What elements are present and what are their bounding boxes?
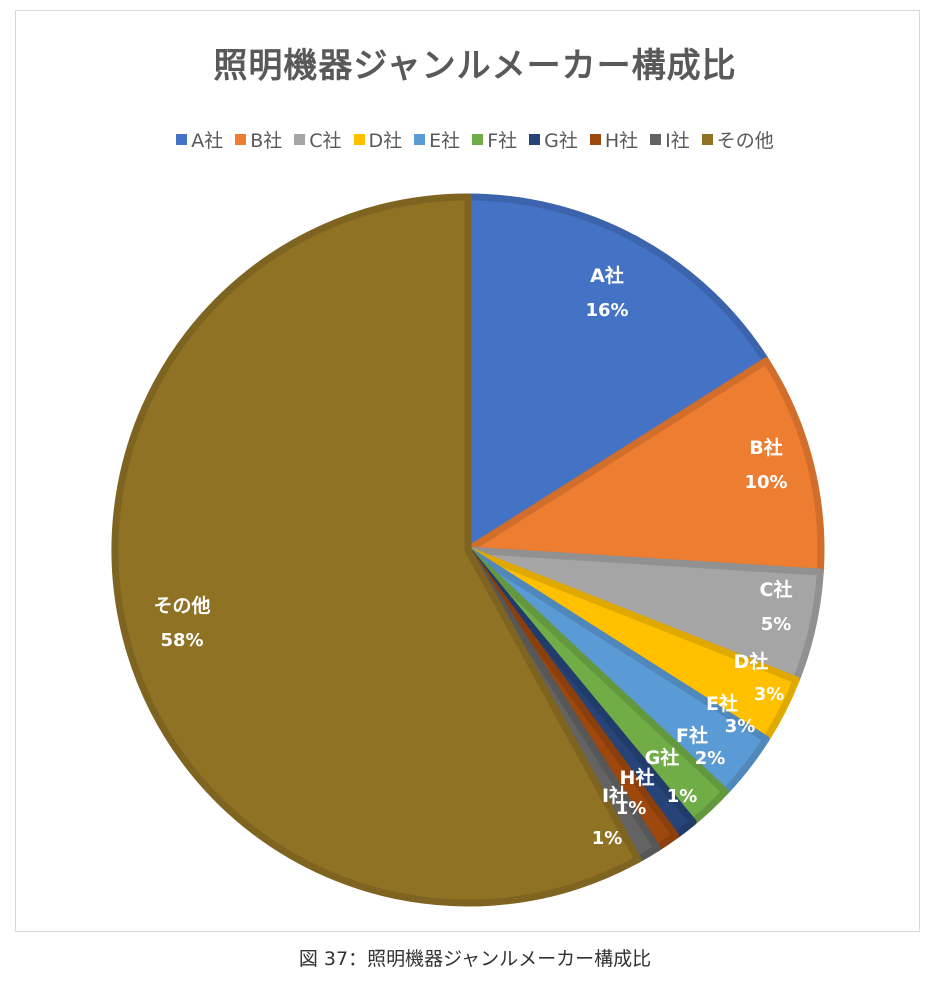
legend-swatch	[589, 134, 601, 145]
slice-percent-label: 2%	[695, 748, 726, 769]
legend-swatch	[529, 134, 541, 145]
chart-frame	[15, 10, 920, 932]
pie-slice	[464, 357, 825, 576]
slice-category-label: I社	[602, 784, 628, 807]
legend-label: H社	[604, 130, 639, 152]
legend-label: A社	[191, 130, 224, 152]
legend-label: I社	[665, 130, 690, 152]
legend: A社 B社 C社 D社 E社 F社 G社 H社 I社 その他	[0, 126, 950, 153]
legend-label: C社	[309, 130, 342, 152]
slice-percent-label: 1%	[667, 786, 698, 807]
legend-swatch	[235, 134, 247, 145]
legend-item: D社	[353, 126, 403, 153]
legend-swatch	[294, 134, 306, 145]
legend-swatch	[176, 134, 188, 145]
slice-percent-label: 16%	[585, 300, 628, 321]
slice-category-label: E社	[706, 692, 738, 715]
slice-percent-label: 3%	[754, 684, 785, 705]
legend-item: A社	[176, 126, 223, 153]
slice-category-label: A社	[590, 264, 624, 287]
slice-category-label: D社	[734, 650, 769, 673]
slice-category-label: F社	[676, 724, 708, 747]
slice-category-label: H社	[620, 766, 655, 789]
slice-percent-label: 1%	[592, 828, 623, 849]
legend-swatch	[650, 134, 662, 145]
legend-label: D社	[368, 130, 403, 152]
legend-item: その他	[701, 126, 774, 153]
slice-category-label: その他	[153, 594, 210, 617]
slice-percent-label: 58%	[160, 630, 203, 651]
legend-label: B社	[250, 130, 283, 152]
legend-swatch	[701, 134, 713, 145]
chart-title: 照明機器ジャンルメーカー構成比	[213, 46, 737, 86]
pie-slice	[464, 193, 770, 554]
legend-label: その他	[716, 130, 774, 152]
legend-swatch	[414, 134, 426, 145]
legend-item: G社	[529, 126, 578, 153]
legend-swatch	[353, 134, 365, 145]
slice-percent-label: 1%	[616, 798, 647, 819]
slice-percent-label: 10%	[744, 472, 787, 493]
legend-item: H社	[589, 126, 639, 153]
slice-category-label: G社	[645, 746, 680, 769]
legend-item: E社	[414, 126, 460, 153]
legend-item: I社	[650, 126, 690, 153]
pie-slice	[111, 193, 642, 907]
legend-swatch	[472, 134, 484, 145]
legend-label: E社	[429, 130, 461, 152]
legend-item: F社	[472, 126, 517, 153]
legend-item: C社	[294, 126, 342, 153]
legend-label: F社	[487, 130, 518, 152]
slice-category-label: B社	[749, 436, 782, 459]
figure-caption: 図 37：照明機器ジャンルメーカー構成比	[298, 948, 652, 970]
slice-category-label: C社	[760, 578, 793, 601]
legend-label: G社	[544, 130, 578, 152]
slice-percent-label: 3%	[725, 716, 756, 737]
legend-item: B社	[235, 126, 282, 153]
slice-percent-label: 5%	[761, 614, 792, 635]
